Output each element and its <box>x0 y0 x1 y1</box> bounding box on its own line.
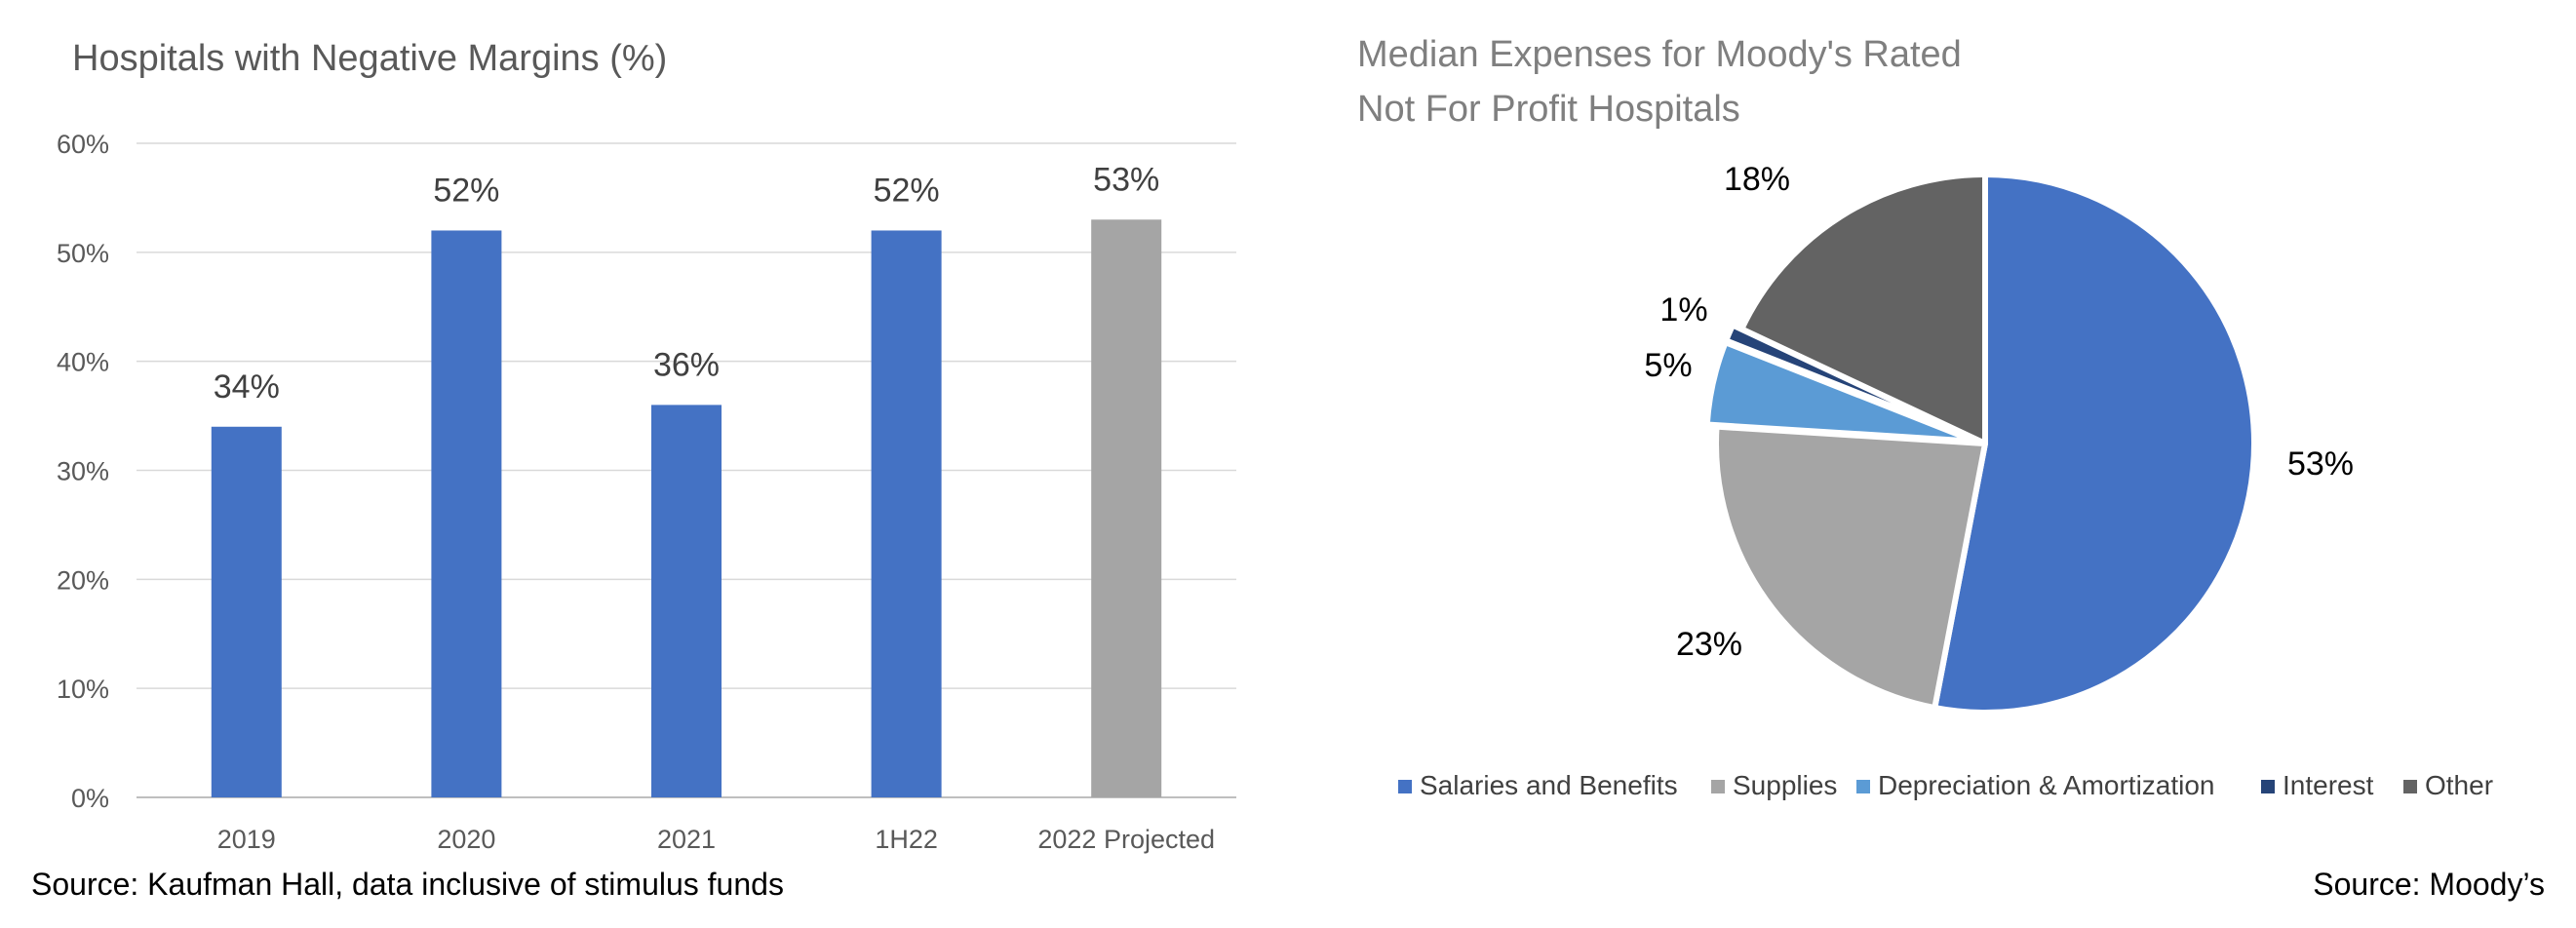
pie-chart-title-line-2: Not For Profit Hospitals <box>1357 89 1740 130</box>
pie-data-label: 23% <box>1676 626 1742 663</box>
legend-label: Other <box>2425 770 2493 800</box>
pie-data-label: 1% <box>1659 291 1707 329</box>
legend-label: Interest <box>2283 770 2374 800</box>
x-tick-label: 2021 <box>657 825 716 854</box>
pie-chart-source: Source: Moody’s <box>2313 867 2545 902</box>
y-tick-label: 20% <box>57 565 109 595</box>
bar-chart-bars <box>211 219 1162 798</box>
bar-chart: Hospitals with Negative Margins (%) 0% 10… <box>31 38 1236 902</box>
bar-chart-y-axis: 0% 10% 20% 30% 40% 50% 60% <box>57 130 109 813</box>
x-tick-label: 2020 <box>437 825 495 854</box>
y-tick-label: 40% <box>57 348 109 377</box>
pie-chart-legend: Salaries and Benefits Supplies Depreciatio… <box>1398 770 2493 800</box>
legend-swatch <box>1711 780 1725 793</box>
bar <box>211 426 282 797</box>
legend-label: Depreciation & Amortization <box>1878 770 2215 800</box>
pie-slice <box>1932 172 2257 715</box>
x-tick-label: 2022 Projected <box>1037 825 1215 854</box>
legend-swatch <box>2261 780 2275 793</box>
pie-chart-data-labels: 53% 23% 5% 1% 18% <box>1644 161 2354 663</box>
bar-chart-title: Hospitals with Negative Margins (%) <box>72 38 667 79</box>
y-tick-label: 50% <box>57 239 109 268</box>
x-tick-label: 2019 <box>217 825 276 854</box>
legend-item: Other <box>2403 770 2493 800</box>
pie-chart-title-line-1: Median Expenses for Moody's Rated <box>1357 34 1962 75</box>
bar <box>871 230 942 797</box>
pie-slice <box>1713 423 1988 712</box>
bar-chart-gridlines <box>137 142 1236 798</box>
legend-item: Supplies <box>1711 770 1837 800</box>
pie-data-label: 53% <box>2287 445 2354 483</box>
bar-data-label: 36% <box>653 346 720 383</box>
legend-item: Salaries and Benefits <box>1398 770 1678 800</box>
bar-data-label: 34% <box>214 368 280 406</box>
pie-data-label: 18% <box>1724 161 1790 198</box>
y-tick-label: 10% <box>57 675 109 704</box>
y-tick-label: 30% <box>57 457 109 486</box>
pie-chart-slices <box>1703 172 2257 715</box>
x-tick-label: 1H22 <box>875 825 938 854</box>
bar-data-label: 52% <box>874 172 940 209</box>
pie-chart: Median Expenses for Moody's Rated Not Fo… <box>1357 34 2545 902</box>
bar-data-label: 53% <box>1093 161 1159 198</box>
bar-chart-x-axis: 2019 2020 2021 1H22 2022 Projected <box>217 825 1215 854</box>
bar-chart-data-labels: 34% 52% 36% 52% 53% <box>214 161 1159 405</box>
legend-label: Salaries and Benefits <box>1420 770 1678 800</box>
legend-label: Supplies <box>1733 770 1837 800</box>
legend-swatch <box>2403 780 2417 793</box>
bar <box>1091 219 1162 798</box>
bar-data-label: 52% <box>433 172 499 209</box>
legend-swatch <box>1398 780 1412 793</box>
bar <box>431 230 502 797</box>
bar-chart-source: Source: Kaufman Hall, data inclusive of … <box>31 867 784 902</box>
pie-data-label: 5% <box>1644 347 1692 384</box>
bar <box>651 405 722 797</box>
pie-slice <box>1738 172 1988 446</box>
legend-item: Interest <box>2261 770 2374 800</box>
legend-item: Depreciation & Amortization <box>1856 770 2215 800</box>
y-tick-label: 0% <box>71 784 109 813</box>
y-tick-label: 60% <box>57 130 109 159</box>
legend-swatch <box>1856 780 1870 793</box>
